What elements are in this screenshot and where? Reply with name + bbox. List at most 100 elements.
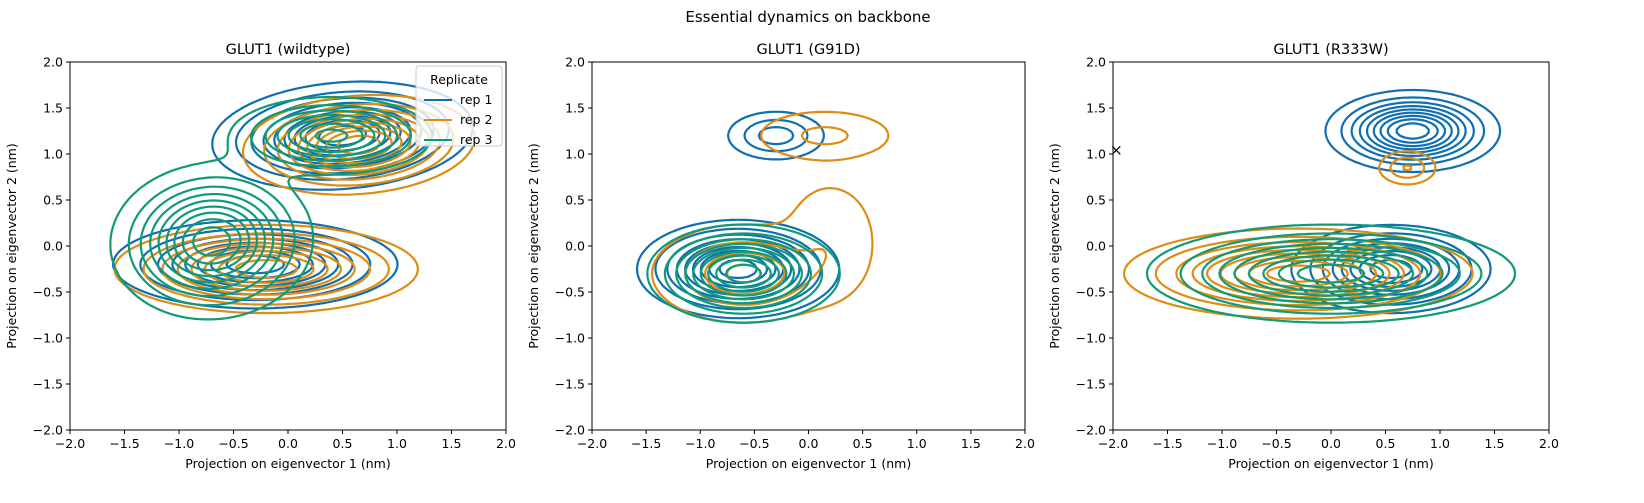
panels: −2.0 −1.5 −1.0 −0.5 0.0 0.5 1.0 1.5 2.0 −2.0 −1.5 −… xyxy=(4,42,1559,471)
y-tick-label: −1.0 xyxy=(555,331,585,346)
series-rep-3 xyxy=(646,223,841,324)
y-tick-label: 2.0 xyxy=(1086,55,1106,70)
series-rep-3 xyxy=(1145,223,1517,324)
series-rep-3 xyxy=(109,95,433,321)
y-tick-label: −0.5 xyxy=(555,285,585,300)
y-tick-label: −1.5 xyxy=(33,377,63,392)
contour-rep-3-level-3 xyxy=(1201,238,1461,310)
contour-rep-3-level-5 xyxy=(692,246,795,301)
contour-rep-3-level-5 xyxy=(1233,246,1429,301)
contour-rep-3-level-2 xyxy=(127,104,412,307)
contour-rep-1-level-1 xyxy=(1290,88,1502,315)
y-tick-label: 0.5 xyxy=(1086,193,1106,208)
y-tick-label: −1.5 xyxy=(555,377,585,392)
x-tick-label: −2.0 xyxy=(1098,436,1128,451)
x-tick-label: 2.0 xyxy=(496,436,516,451)
x-axis-label: Projection on eigenvector 1 (nm) xyxy=(706,456,911,471)
y-tick-label: −1.0 xyxy=(33,331,63,346)
x-tick-label: 0.5 xyxy=(853,436,873,451)
x-tick-label: −1.5 xyxy=(109,436,139,451)
contour-rep-2-level-3 xyxy=(161,108,441,301)
contour-rep-3-level-1 xyxy=(1145,223,1517,324)
x-tick-label: 1.0 xyxy=(1430,436,1450,451)
x-tick-label: 2.0 xyxy=(1015,436,1035,451)
contour-rep-3-level-4 xyxy=(1218,242,1444,305)
x-tick-label: −2.0 xyxy=(577,436,607,451)
x-tick-label: 0.5 xyxy=(1376,436,1396,451)
contour-area xyxy=(636,110,890,324)
y-tick-label: 1.0 xyxy=(1086,147,1106,162)
y-tick-label: 0.0 xyxy=(565,239,585,254)
contour-rep-3-level-6 xyxy=(699,250,788,297)
legend-box xyxy=(415,65,503,147)
contour-area xyxy=(1122,88,1517,324)
legend-label-rep-1: rep 1 xyxy=(460,92,492,107)
contour-rep-3-level-7 xyxy=(173,128,349,272)
contour-rep-3-level-1 xyxy=(646,223,841,324)
y-tick-label: −0.5 xyxy=(33,285,63,300)
contour-rep-3-level-9 xyxy=(1296,263,1366,284)
y-tick-label: 2.0 xyxy=(565,55,585,70)
y-axis-label: Projection on eigenvector 2 (nm) xyxy=(526,143,541,348)
x-tick-label: 0.0 xyxy=(1321,436,1341,451)
contour-rep-3-level-2 xyxy=(663,232,824,315)
y-tick-label: 1.5 xyxy=(1086,101,1106,116)
contour-rep-3-level-5 xyxy=(157,118,376,284)
contour-rep-3-level-6 xyxy=(165,122,364,278)
legend-label-rep-3: rep 3 xyxy=(460,132,492,147)
contour-rep-3-level-9 xyxy=(725,263,763,284)
x-axis-label: Projection on eigenvector 1 (nm) xyxy=(1228,456,1433,471)
panel-title: GLUT1 (wildtype) xyxy=(226,42,351,58)
y-tick-label: 1.5 xyxy=(43,101,63,116)
panel-title: GLUT1 (R333W) xyxy=(1273,42,1388,58)
contour-area xyxy=(109,80,476,321)
y-tick-label: 1.5 xyxy=(565,101,585,116)
y-tick-label: 1.0 xyxy=(565,147,585,162)
panel-1: −2.0 −1.5 −1.0 −0.5 0.0 0.5 1.0 1.5 2.0 −2.0 −1.5 −… xyxy=(4,42,516,471)
panel-3: −2.0 −1.5 −1.0 −0.5 0.0 0.5 1.0 1.5 2.0 −2.0 −1.5 −… xyxy=(1047,42,1559,471)
x-tick-label: −1.5 xyxy=(631,436,661,451)
y-tick-label: 1.0 xyxy=(43,147,63,162)
y-tick-label: −0.5 xyxy=(1076,285,1106,300)
contour-rep-3-level-3 xyxy=(139,109,399,298)
y-tick-label: −2.0 xyxy=(555,423,585,438)
x-tick-label: 1.5 xyxy=(961,436,981,451)
panel-2: −2.0 −1.5 −1.0 −0.5 0.0 0.5 1.0 1.5 2.0 −2.0 −1.5 −… xyxy=(526,42,1035,471)
x-tick-label: 1.5 xyxy=(1485,436,1505,451)
x-tick-label: −0.5 xyxy=(218,436,248,451)
contour-rep-3-level-9 xyxy=(192,226,232,257)
x-tick-label: 0.5 xyxy=(333,436,353,451)
x-tick-label: −0.5 xyxy=(739,436,769,451)
y-tick-label: −2.0 xyxy=(1076,423,1106,438)
x-tick-label: 2.0 xyxy=(1539,436,1559,451)
y-tick-label: 2.0 xyxy=(43,55,63,70)
x-tick-label: −1.0 xyxy=(1207,436,1237,451)
legend-label-rep-2: rep 2 xyxy=(460,112,492,127)
contour-rep-1-level-9 xyxy=(1395,122,1430,140)
contour-rep-3-level-6 xyxy=(1247,250,1415,297)
x-tick-label: 1.0 xyxy=(387,436,407,451)
marker-x xyxy=(1111,145,1121,155)
x-tick-label: −1.0 xyxy=(685,436,715,451)
x-axis-label: Projection on eigenvector 1 (nm) xyxy=(185,456,390,471)
x-tick-label: −2.0 xyxy=(55,436,85,451)
x-tick-label: 0.0 xyxy=(278,436,298,451)
contour-rep-3-level-4 xyxy=(684,242,803,305)
y-axis-label: Projection on eigenvector 2 (nm) xyxy=(1047,143,1062,348)
x-tick-label: −1.0 xyxy=(164,436,194,451)
y-tick-label: 0.0 xyxy=(1086,239,1106,254)
legend: Replicate rep 1 rep 2 rep 3 xyxy=(415,65,503,147)
panel-title: GLUT1 (G91D) xyxy=(756,42,860,58)
figure-suptitle: Essential dynamics on backbone xyxy=(685,8,930,26)
contour-rep-3-level-2 xyxy=(1179,232,1483,315)
contour-rep-2-level-3 xyxy=(704,251,786,296)
y-tick-label: −1.0 xyxy=(1076,331,1106,346)
y-tick-label: 0.0 xyxy=(43,239,63,254)
y-tick-label: 0.5 xyxy=(565,193,585,208)
contour-rep-3-level-7 xyxy=(1262,254,1400,293)
x-tick-label: 1.0 xyxy=(907,436,927,451)
y-tick-label: 0.5 xyxy=(43,193,63,208)
y-axis-label: Projection on eigenvector 2 (nm) xyxy=(4,143,19,348)
legend-title: Replicate xyxy=(430,72,488,87)
